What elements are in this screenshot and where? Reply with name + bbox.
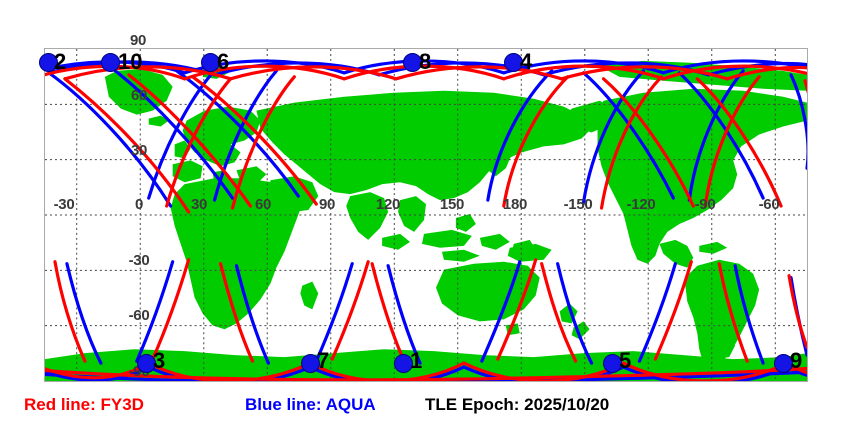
satellite-label-9: 9	[790, 348, 803, 373]
legend: Red line: FY3D Blue line: AQUA TLE Epoch…	[0, 396, 850, 422]
satellite-label-7: 7	[317, 348, 330, 373]
lon-tick--120: -120	[626, 196, 656, 213]
lon-tick--150: -150	[563, 196, 593, 213]
legend-blue-line-aqua: Blue line: AQUA	[245, 395, 376, 414]
satellite-label-3: 3	[153, 348, 166, 373]
satellite-label-2: 2	[54, 49, 67, 74]
satellite-label-8: 8	[419, 49, 432, 74]
satellite-marker-8[interactable]	[402, 52, 422, 72]
lat-tick--30: -30	[128, 252, 150, 269]
lon-tick-30: 30	[190, 196, 208, 213]
lat-tick-30: 30	[130, 142, 148, 159]
satellite-marker-3[interactable]	[136, 353, 156, 373]
lon-tick-150: 150	[439, 196, 465, 213]
lon-tick--90: -90	[694, 196, 716, 213]
lon-tick--30: -30	[53, 196, 75, 213]
satellite-marker-7[interactable]	[300, 353, 320, 373]
landmasses	[45, 60, 807, 381]
map-gridlines	[45, 49, 807, 381]
satellite-marker-5[interactable]	[602, 353, 622, 373]
legend-tle-epoch: TLE Epoch: 2025/10/20	[425, 395, 610, 414]
world-map-plot-area	[44, 48, 808, 382]
lat-tick-90: 90	[129, 32, 147, 49]
lon-tick-180: 180	[502, 196, 528, 213]
satellite-label-6: 6	[217, 49, 230, 74]
lat-tick-60: 60	[130, 87, 148, 104]
satellite-marker-2[interactable]	[38, 52, 58, 72]
satellite-marker-6[interactable]	[200, 52, 220, 72]
satellite-marker-1[interactable]	[393, 353, 413, 373]
satellite-marker-10[interactable]	[100, 52, 120, 72]
satellite-label-10: 10	[118, 49, 143, 74]
satellite-label-5: 5	[619, 348, 632, 373]
lon-tick-0: 0	[134, 196, 144, 213]
satellite-marker-4[interactable]	[503, 52, 523, 72]
lon-tick-120: 120	[375, 196, 401, 213]
satellite-label-1: 1	[410, 348, 423, 373]
satellite-label-4: 4	[520, 49, 533, 74]
lon-tick-60: 60	[254, 196, 272, 213]
world-map-svg	[45, 49, 807, 381]
lat-tick--60: -60	[128, 307, 150, 324]
lon-tick--60: -60	[758, 196, 780, 213]
satellite-marker-9[interactable]	[773, 353, 793, 373]
ground-track-fy3d	[45, 64, 807, 381]
lon-tick-90: 90	[318, 196, 336, 213]
legend-red-line-fy3d: Red line: FY3D	[24, 395, 144, 414]
